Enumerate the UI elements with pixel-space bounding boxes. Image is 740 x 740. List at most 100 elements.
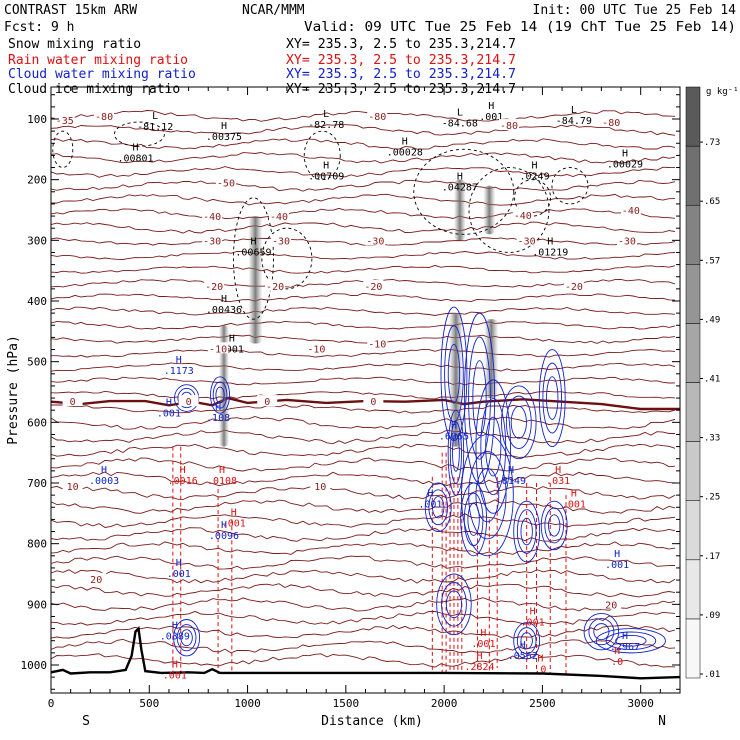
extremum-value: -81.12 — [137, 122, 173, 133]
isotherm-label-bg — [601, 598, 622, 610]
x-tick-label: 2500 — [529, 697, 556, 710]
isotherm-line — [50, 376, 676, 386]
cloud-water-contour — [595, 628, 666, 654]
isotherm-line — [50, 138, 676, 150]
isotherm-label-bg — [62, 480, 83, 492]
isotherm-label-bg — [178, 395, 199, 407]
isotherm-label-bg — [512, 208, 533, 220]
extremum-value: .001 — [157, 408, 181, 419]
source-label: NCAR/MMM — [242, 3, 305, 18]
extremum-value: .001 — [220, 345, 244, 356]
cloud-ice-contour — [114, 121, 165, 147]
extremum-value: .001 — [605, 560, 629, 571]
isotherm-label-bg — [54, 114, 75, 126]
isotherm-label: -20 — [364, 282, 382, 293]
x-tick-label: 0 — [48, 697, 55, 710]
extremum-value: .6065 — [439, 431, 469, 442]
isotherm-label-bg — [257, 395, 278, 407]
cloud-water-contour — [505, 395, 532, 449]
cloud-water-contour — [546, 376, 559, 420]
isotherm-line — [50, 597, 676, 612]
cloud-water-contour — [468, 336, 491, 460]
isotherm-label: -80 — [95, 112, 113, 123]
extremum-marker: H — [133, 142, 139, 153]
cloud-water-contour — [428, 489, 449, 526]
colorbar-segment — [685, 441, 701, 501]
cloud-water-contour — [548, 514, 561, 537]
extremum-marker: H — [571, 488, 577, 499]
extremum-marker: H — [547, 237, 553, 248]
cloud-water-contour — [615, 634, 647, 647]
extremum-marker: H — [215, 402, 221, 413]
cloud-water-contour — [520, 517, 533, 546]
extremum-value: .00028 — [387, 147, 423, 158]
isotherm-label-bg — [498, 119, 519, 131]
colorbar-label: .65 — [704, 197, 720, 207]
extremum-marker: H — [172, 621, 178, 632]
freezing-level-line — [50, 396, 680, 411]
rain-contour-layer — [172, 446, 567, 675]
cloud-water-contour — [463, 312, 496, 484]
isotherm-label-bg — [94, 109, 115, 121]
isotherm-label: 10 — [67, 482, 79, 493]
isotherm-line — [50, 499, 676, 514]
legend-rain-label: Rain water mixing ratio — [8, 53, 188, 68]
cloud-water-contour — [176, 624, 197, 652]
cloud-water-contour-layer — [173, 306, 666, 660]
extremum-marker: L — [152, 111, 158, 122]
extremum-marker: L — [571, 105, 577, 116]
isotherm-label-bg — [215, 176, 236, 188]
isotherm-label-bg — [616, 234, 637, 246]
extremum-marker: H — [402, 136, 408, 147]
isotherm-label: -10 — [368, 339, 386, 350]
isotherm-line — [50, 471, 676, 487]
extremum-marker: H — [622, 631, 628, 642]
extremum-value: -84.68 — [442, 118, 478, 129]
cloud-water-contour — [588, 618, 615, 646]
isotherm-label-bg — [86, 572, 107, 584]
isotherm-line — [50, 124, 676, 136]
extremum-value: .0003 — [89, 476, 119, 487]
cloud-water-contour — [452, 433, 460, 472]
axes-layer: 0 500 1000 1500 2000 2500 30001002003004005006… — [21, 87, 680, 710]
cloud-water-contour — [447, 409, 465, 496]
isotherm-label-bg — [367, 109, 388, 121]
isotherm-label-bg — [270, 234, 291, 246]
extremum-value: .0108 — [207, 476, 237, 487]
isotherm-label: -40 — [622, 206, 640, 217]
cloud-water-contour — [445, 590, 463, 619]
snow-shading-column — [218, 325, 229, 447]
cloud-water-contour — [513, 500, 541, 563]
extremum-value: .1173 — [164, 366, 194, 377]
isotherm-line — [50, 527, 676, 542]
isotherm-line — [50, 264, 676, 274]
cloud-water-contour — [180, 629, 193, 647]
legend-snow-xy: XY= 235.3, 2.5 to 235.3,214.7 — [286, 37, 516, 52]
cloud-ice-contour — [468, 167, 550, 253]
extremum-marker: H — [622, 149, 628, 160]
cloud-water-contour — [516, 627, 537, 655]
snow-shading-layer — [218, 179, 499, 447]
isotherm-line — [50, 207, 676, 220]
cloud-water-contour — [513, 622, 541, 660]
colorbar-label: .25 — [704, 493, 720, 503]
extremum-value: .108 — [206, 413, 230, 424]
snow-shading-column — [483, 185, 496, 235]
extremum-marker: H — [537, 653, 543, 664]
isotherm-label-bg — [365, 234, 386, 246]
isotherm-label: -40 — [270, 212, 288, 223]
isotherm-line — [50, 292, 676, 303]
x-tick-label: 1500 — [333, 697, 360, 710]
plot-frame — [50, 86, 681, 694]
cloud-water-contour — [463, 492, 484, 547]
isotherm-label: -20 — [266, 282, 284, 293]
extremum-marker: H — [176, 558, 182, 569]
x-axis-title: Distance (km) — [321, 714, 423, 729]
cloud-water-contour — [441, 582, 467, 627]
isotherm-label-bg — [62, 395, 83, 407]
legend-cloudwater-xy: XY= 235.3, 2.5 to 235.3,214.7 — [286, 67, 516, 82]
y-tick-label: 400 — [27, 295, 47, 308]
colorbar-segment — [685, 145, 701, 206]
y-tick-label: 600 — [27, 416, 47, 429]
cloud-ice-contour — [261, 227, 313, 290]
